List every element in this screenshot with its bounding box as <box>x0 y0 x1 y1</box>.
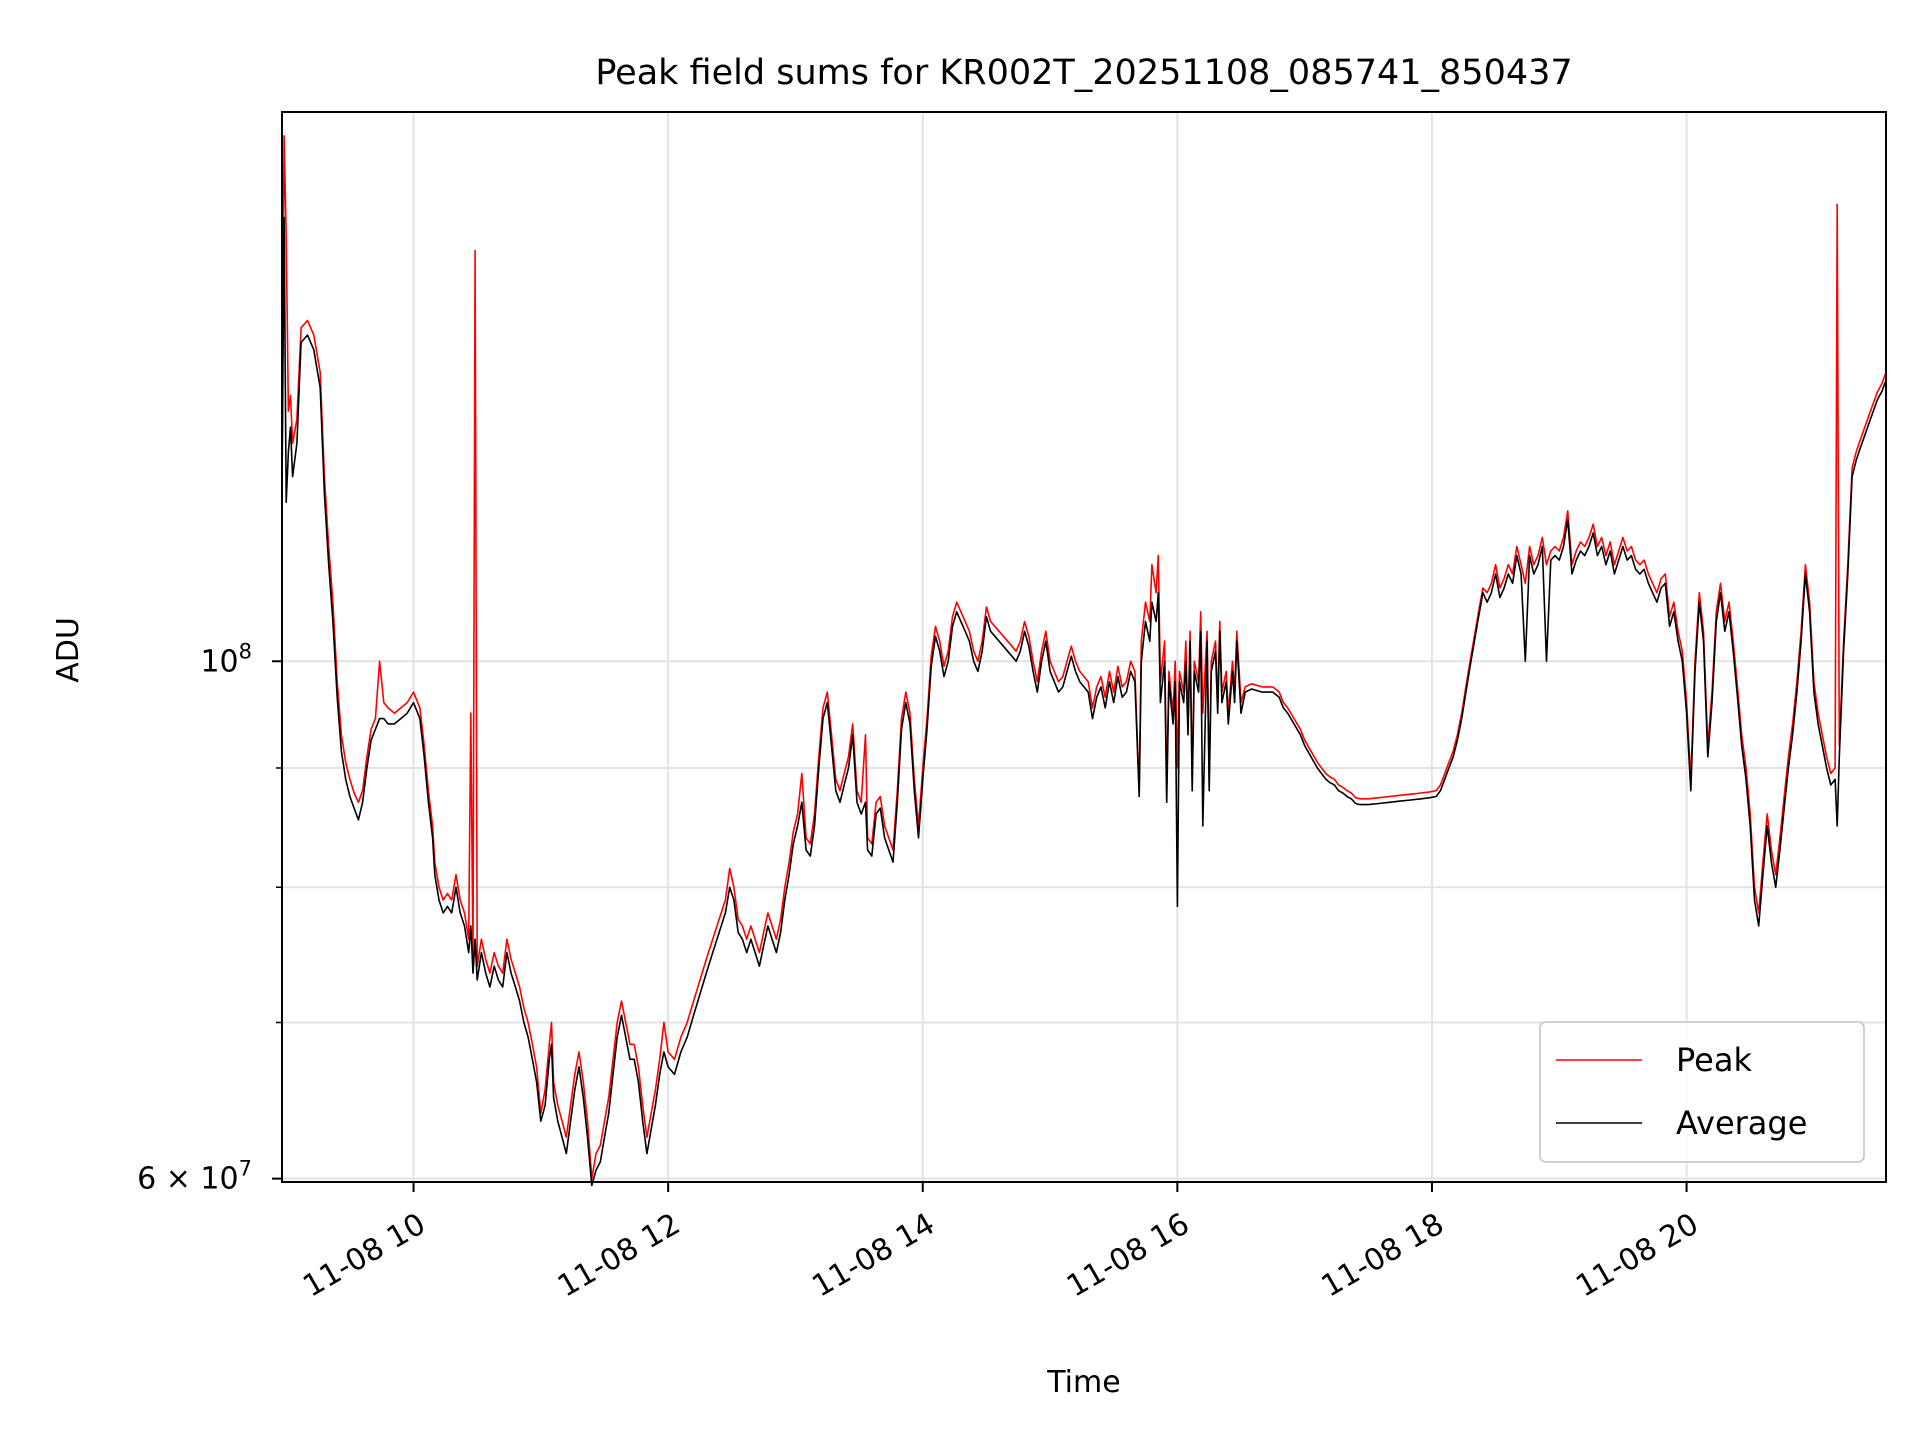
y-tick-label-exponent: 7 <box>239 1157 252 1181</box>
x-axis-label: Time <box>1046 1365 1120 1400</box>
series-line-peak <box>281 135 1887 1180</box>
legend: Peak Average <box>1539 1021 1865 1163</box>
y-tick-label-base: 10 <box>200 644 238 679</box>
legend-label-peak: Peak <box>1676 1041 1752 1079</box>
series-line-average <box>281 216 1887 1187</box>
y-tick-label-exponent: 8 <box>239 639 252 663</box>
plot-frame <box>281 111 1887 1183</box>
y-axis-label: ADU <box>51 617 86 683</box>
y-tick-label: 108 <box>200 639 252 679</box>
series-layer <box>281 135 1887 1187</box>
grid <box>282 112 1886 1182</box>
legend-label-average: Average <box>1676 1104 1807 1142</box>
legend-box <box>1539 1021 1865 1163</box>
y-tick-label-base: 6 × 10 <box>137 1162 238 1197</box>
y-tick-label: 6 × 107 <box>137 1157 252 1197</box>
y-axis: 6 × 107 108 <box>137 639 282 1197</box>
chart-title: Peak field sums for KR002T_20251108_0857… <box>595 53 1572 93</box>
